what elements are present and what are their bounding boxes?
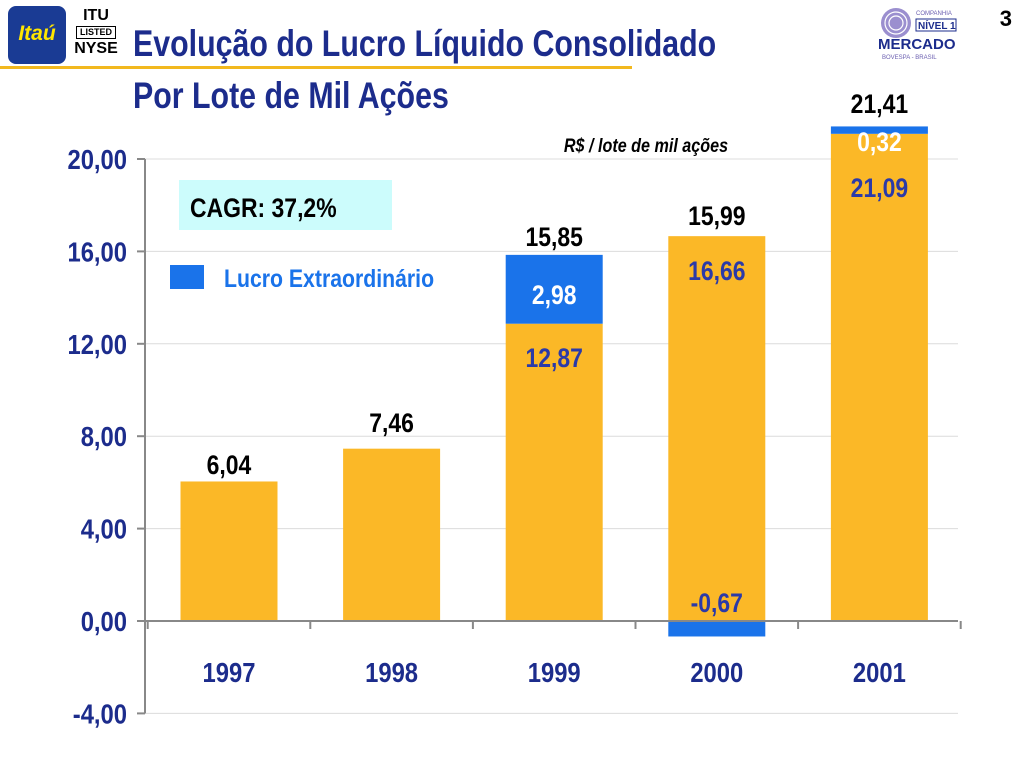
y-tick-label: 12,00 <box>67 328 127 360</box>
extra-value-label: -0,67 <box>691 588 743 618</box>
y-tick-label: 16,00 <box>67 236 127 268</box>
y-tick-label: 8,00 <box>81 420 127 452</box>
base-value-label: 21,09 <box>851 173 908 203</box>
bar-regular <box>180 481 278 621</box>
bovespa-brasil-text: BOVESPA - BRASIL <box>882 55 937 61</box>
title-underline <box>0 66 632 69</box>
bovespa-level-text: NÍVEL 1 <box>918 19 956 32</box>
listed-ticker: ITU <box>83 7 109 24</box>
legend-swatch <box>170 265 204 289</box>
cagr-label: CAGR: 37,2% <box>190 193 337 223</box>
y-tick-label: 0,00 <box>81 605 127 637</box>
itau-logo-text: Itaú <box>18 22 56 45</box>
bar-regular <box>505 323 603 621</box>
y-tick-label: -4,00 <box>73 698 127 730</box>
nyse-listed-logo: ITU LISTED NYSE <box>73 8 119 57</box>
total-label: 7,46 <box>369 408 414 438</box>
bar-extraordinary <box>505 254 603 324</box>
total-label: 15,99 <box>688 201 745 231</box>
base-value-label: 12,87 <box>525 343 582 373</box>
bovespa-company-text: COMPANHIA <box>916 11 952 17</box>
x-tick-label: 1998 <box>365 656 418 688</box>
x-tick-label: 1999 <box>528 656 581 688</box>
title-line-2: Por Lote de Mil Ações <box>133 75 449 116</box>
page-title: Evolução do Lucro Líquido Consolidado Po… <box>133 18 716 122</box>
bar-regular <box>830 133 928 622</box>
chart-subtitle: R$ / lote de mil ações <box>564 135 728 157</box>
listed-exchange: NYSE <box>74 40 118 57</box>
bar-regular <box>668 236 766 622</box>
x-tick-label: 1997 <box>203 656 256 688</box>
bar-extraordinary <box>830 126 928 134</box>
cagr-box <box>179 180 392 230</box>
total-label: 6,04 <box>207 450 252 480</box>
title-line-1: Evolução do Lucro Líquido Consolidado <box>133 23 717 64</box>
base-value-label: 16,66 <box>688 256 745 286</box>
legend-label: Lucro Extraordinário <box>224 264 434 292</box>
total-label: 21,41 <box>851 89 908 119</box>
y-tick-label: 20,00 <box>67 143 127 175</box>
extra-value-label: 0,32 <box>857 127 902 157</box>
bar-extraordinary <box>668 621 766 637</box>
bar-regular <box>343 448 441 621</box>
bovespa-mercado-text: MERCADO <box>878 36 956 53</box>
x-tick-label: 2000 <box>690 656 743 688</box>
x-tick-label: 2001 <box>853 656 906 688</box>
listed-label: LISTED <box>76 26 116 39</box>
page-number: 3 <box>999 6 1012 31</box>
y-tick-label: 4,00 <box>81 513 127 545</box>
bovespa-nivel1-logo: COMPANHIA NÍVEL 1 MERCADO BOVESPA - BRAS… <box>878 8 957 61</box>
extra-value-label: 2,98 <box>532 280 577 310</box>
total-label: 15,85 <box>525 222 582 252</box>
itau-logo: Itaú <box>8 6 66 64</box>
